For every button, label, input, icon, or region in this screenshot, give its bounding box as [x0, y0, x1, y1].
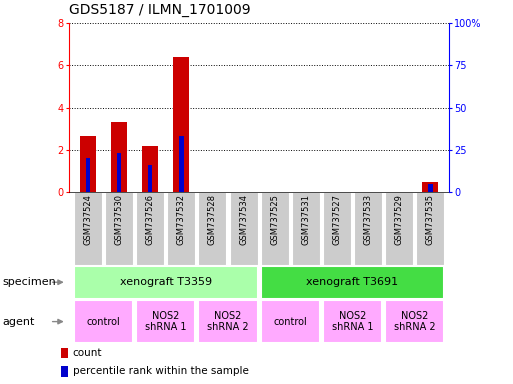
Text: GSM737525: GSM737525	[270, 194, 279, 245]
Text: NOS2
shRNA 1: NOS2 shRNA 1	[145, 311, 186, 333]
Bar	[136, 300, 195, 343]
Text: agent: agent	[3, 316, 35, 327]
Text: NOS2
shRNA 1: NOS2 shRNA 1	[332, 311, 373, 333]
Text: GSM737534: GSM737534	[239, 194, 248, 245]
Text: control: control	[273, 316, 307, 327]
Bar	[422, 182, 438, 192]
Text: count: count	[73, 348, 102, 358]
Text: GSM737535: GSM737535	[426, 194, 435, 245]
Bar	[258, 300, 261, 344]
Text: xenograft T3691: xenograft T3691	[306, 277, 399, 287]
Bar	[148, 165, 152, 192]
Text: GSM737524: GSM737524	[84, 194, 92, 245]
Text: GSM737528: GSM737528	[208, 194, 217, 245]
Text: GDS5187 / ILMN_1701009: GDS5187 / ILMN_1701009	[69, 3, 251, 17]
Text: GSM737530: GSM737530	[114, 194, 124, 245]
Bar	[261, 192, 289, 265]
Bar	[323, 300, 382, 343]
Text: GSM737531: GSM737531	[301, 194, 310, 245]
Text: GSM737529: GSM737529	[394, 194, 404, 245]
Bar	[136, 192, 164, 265]
Bar	[258, 265, 261, 300]
Bar	[323, 192, 351, 265]
Bar	[261, 266, 444, 299]
Text: percentile rank within the sample: percentile rank within the sample	[73, 366, 248, 376]
Bar	[258, 192, 261, 265]
Text: xenograft T3359: xenograft T3359	[120, 277, 212, 287]
Text: GSM737526: GSM737526	[146, 194, 154, 245]
Bar	[143, 146, 158, 192]
Text: GSM737532: GSM737532	[177, 194, 186, 245]
Bar	[74, 192, 102, 265]
Bar	[61, 366, 68, 376]
Bar	[61, 348, 68, 358]
Text: control: control	[87, 316, 121, 327]
Bar	[261, 300, 320, 343]
Text: NOS2
shRNA 2: NOS2 shRNA 2	[394, 311, 436, 333]
Bar	[105, 192, 133, 265]
Bar	[199, 300, 258, 343]
Text: GSM737527: GSM737527	[332, 194, 341, 245]
Bar	[179, 136, 184, 192]
Bar	[385, 300, 444, 343]
Bar	[199, 192, 226, 265]
Bar	[117, 153, 122, 192]
Bar	[173, 57, 189, 192]
Bar	[229, 192, 258, 265]
Bar	[80, 136, 96, 192]
Bar	[354, 192, 382, 265]
Bar	[385, 192, 413, 265]
Bar	[167, 192, 195, 265]
Bar	[416, 192, 444, 265]
Text: NOS2
shRNA 2: NOS2 shRNA 2	[207, 311, 249, 333]
Bar	[74, 266, 258, 299]
Bar	[111, 122, 127, 192]
Text: GSM737533: GSM737533	[364, 194, 372, 245]
Bar	[292, 192, 320, 265]
Bar	[74, 300, 133, 343]
Text: specimen: specimen	[3, 277, 56, 287]
Bar	[86, 158, 90, 192]
Bar	[428, 184, 432, 192]
